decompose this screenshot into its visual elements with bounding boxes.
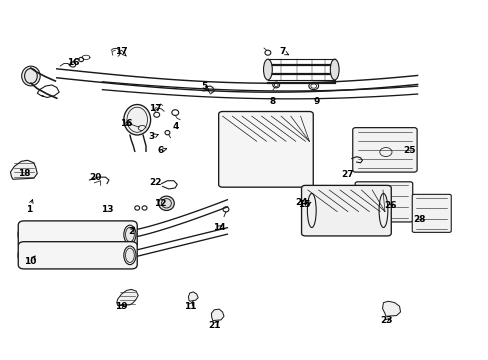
Text: 17: 17 xyxy=(115,47,128,56)
Text: 12: 12 xyxy=(154,199,166,208)
Ellipse shape xyxy=(158,196,174,211)
Text: 26: 26 xyxy=(384,201,396,210)
Text: 21: 21 xyxy=(207,321,220,330)
Text: 4: 4 xyxy=(172,122,178,131)
FancyBboxPatch shape xyxy=(354,182,412,222)
Text: 13: 13 xyxy=(101,205,113,214)
Text: 22: 22 xyxy=(149,178,162,187)
Text: 27: 27 xyxy=(341,170,353,179)
FancyBboxPatch shape xyxy=(411,194,450,232)
Ellipse shape xyxy=(263,59,272,80)
FancyBboxPatch shape xyxy=(352,128,416,172)
Text: 14: 14 xyxy=(212,223,225,232)
Text: 24: 24 xyxy=(295,198,308,207)
Text: 23: 23 xyxy=(380,316,392,325)
Polygon shape xyxy=(188,292,198,301)
Ellipse shape xyxy=(18,246,30,265)
Text: 10: 10 xyxy=(24,256,36,266)
FancyBboxPatch shape xyxy=(301,185,390,236)
FancyBboxPatch shape xyxy=(218,112,313,187)
Text: 20: 20 xyxy=(89,173,102,182)
Text: 2: 2 xyxy=(128,227,134,237)
Ellipse shape xyxy=(21,66,40,86)
Ellipse shape xyxy=(123,104,150,135)
Text: 11: 11 xyxy=(183,302,196,311)
Text: 19: 19 xyxy=(115,302,128,311)
FancyBboxPatch shape xyxy=(18,221,137,248)
Ellipse shape xyxy=(123,246,136,265)
Text: 8: 8 xyxy=(269,97,275,106)
Text: 25: 25 xyxy=(402,146,415,155)
Text: 9: 9 xyxy=(313,96,319,105)
Text: 16: 16 xyxy=(120,119,132,128)
Text: 1: 1 xyxy=(26,200,33,214)
Text: 16: 16 xyxy=(66,58,79,67)
Text: 17: 17 xyxy=(149,104,162,113)
FancyBboxPatch shape xyxy=(18,242,137,269)
Polygon shape xyxy=(10,160,37,179)
Text: 7: 7 xyxy=(279,47,288,56)
Ellipse shape xyxy=(330,59,338,80)
Ellipse shape xyxy=(18,225,30,244)
Text: 3: 3 xyxy=(148,132,158,141)
Text: 28: 28 xyxy=(412,215,425,224)
Text: 6: 6 xyxy=(157,146,166,155)
Text: 18: 18 xyxy=(18,169,30,178)
Polygon shape xyxy=(211,309,224,320)
Ellipse shape xyxy=(123,225,136,244)
Polygon shape xyxy=(117,289,138,306)
Text: 15: 15 xyxy=(297,200,310,209)
Polygon shape xyxy=(382,301,400,316)
Text: 5: 5 xyxy=(201,82,208,91)
